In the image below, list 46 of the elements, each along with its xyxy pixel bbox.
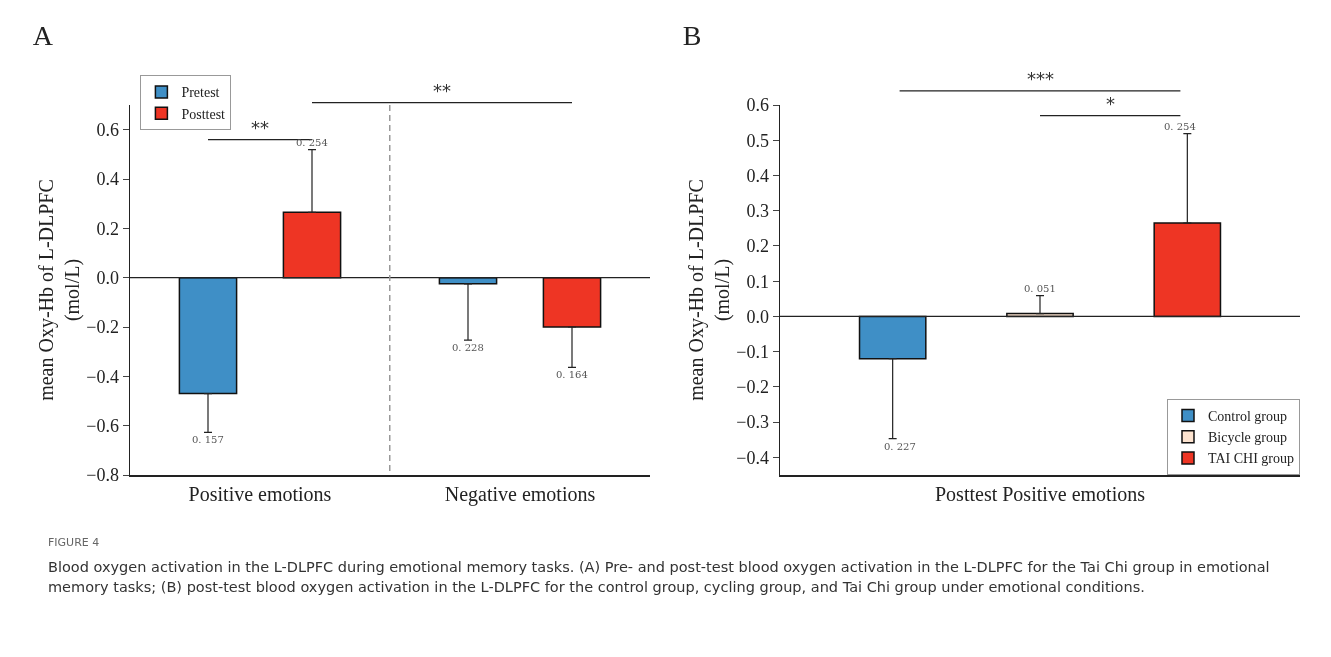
y-tick-label: 0.4 — [96, 169, 119, 190]
y-tick-label: 0.0 — [746, 306, 769, 327]
legend-label: Pretest — [181, 85, 220, 101]
legend-label: Posttest — [181, 106, 226, 122]
y-tick-label: −0.2 — [86, 317, 119, 338]
chart-title: A — [32, 19, 54, 51]
caption: FIGURE 4 — [48, 536, 101, 549]
y-tick-label: 0.4 — [746, 165, 769, 186]
y-tick-label: 0.3 — [746, 201, 769, 222]
y-tick-label: 0.6 — [96, 119, 119, 140]
y-tick-label: −0.2 — [736, 377, 769, 398]
y-tick-label: −0.8 — [86, 465, 119, 486]
legend-label: Bicycle group — [1208, 430, 1287, 446]
annotation: 0. 051 — [1024, 283, 1056, 294]
x-tick-label: Negative emotions — [444, 482, 596, 506]
bar — [1153, 222, 1222, 318]
bar — [858, 315, 927, 360]
y-tick-label: −0.3 — [736, 412, 769, 433]
annotation: * — [1106, 93, 1115, 114]
legend-label: Control group — [1208, 409, 1287, 425]
y-axis-title: mean Oxy-Hb of L-DLPFC (mol/L) — [35, 179, 85, 401]
x-tick-label: Positive emotions — [188, 482, 332, 505]
text: *** — [1027, 68, 1054, 89]
y-tick-label: 0.5 — [746, 130, 769, 151]
y-tick-label: 0.0 — [96, 267, 119, 288]
y-tick-label: −0.4 — [736, 447, 769, 468]
annotation: 0. 227 — [884, 441, 916, 452]
legend-label: TAI CHI group — [1208, 451, 1294, 467]
annotation: 0. 254 — [1164, 121, 1196, 132]
chart-title: B — [682, 19, 702, 51]
x-tick-label: Posttest Positive emotions — [934, 482, 1146, 505]
annotation: 0. 254 — [296, 137, 328, 148]
annotation: 0. 157 — [192, 434, 224, 445]
y-axis-title: mean Oxy-Hb of L-DLPFC (mol/L) — [685, 179, 735, 401]
y-tick-label: −0.1 — [736, 341, 769, 362]
annotation: 0. 228 — [452, 342, 484, 353]
y-tick-label: 0.6 — [746, 95, 769, 116]
annotation: 0. 164 — [556, 369, 588, 380]
y-tick-label: −0.4 — [86, 366, 119, 387]
y-tick-label: −0.6 — [86, 415, 119, 436]
annotation: ** — [251, 117, 269, 138]
y-tick-label: 0.2 — [746, 236, 769, 257]
text: ** — [433, 80, 451, 101]
y-tick-label: 0.1 — [746, 271, 769, 292]
y-tick-label: 0.2 — [96, 218, 119, 239]
text: Blood oxygen activation in the L-DLPFC during emotional memory tasks. (A) Pre- and post-test blood oxygen activation in the L-DLPFC for the Tai Chi group in emotional memory tasks; (B) post-test blood oxygen activation in the L-DLPFC for the control group, cycling group, and Tai Chi group under emotional conditions. — [48, 558, 1271, 597]
